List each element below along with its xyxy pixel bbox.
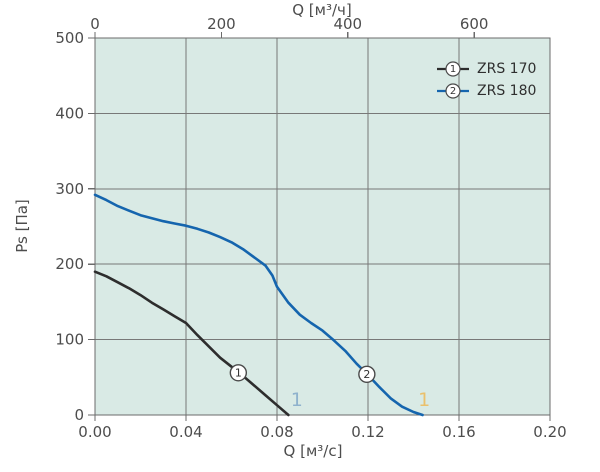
legend-line-marker-2-icon: 2 [437, 83, 469, 99]
x-top-tick-label: 200 [207, 15, 236, 33]
x-bottom-tick-label: 0.20 [533, 423, 566, 441]
x-axis-title-bottom: Q [м³/с] [283, 442, 343, 460]
legend-item-zrs-180: 2 ZRS 180 [436, 83, 536, 99]
curve-number-marker-label: 2 [363, 368, 370, 381]
y-tick-label: 300 [55, 180, 84, 198]
svg-text:2: 2 [450, 86, 456, 97]
curve-zrs-170 [93, 270, 290, 417]
y-tick-label: 100 [55, 331, 84, 349]
x-bottom-tick-label: 0.00 [78, 423, 111, 441]
x-top-tick-label: 0 [90, 15, 100, 33]
x-bottom-tick-label: 0.16 [442, 423, 475, 441]
curve-number-marker-1-icon [229, 364, 248, 382]
curve-number-marker-label: 1 [235, 367, 242, 380]
plot-border [94, 37, 551, 416]
speed-annotation-2: 1 [418, 389, 430, 411]
y-tick-label: 0 [74, 406, 84, 424]
legend-label: ZRS 170 [477, 61, 537, 77]
y-tick-label: 200 [55, 255, 84, 273]
legend-label: ZRS 180 [477, 83, 537, 99]
curve-number-marker-2-icon [358, 365, 376, 383]
x-axis-title-top: Q [м³/ч] [292, 1, 352, 19]
svg-text:1: 1 [450, 64, 456, 75]
x-bottom-tick-label: 0.08 [260, 423, 293, 441]
y-tick-label: 500 [55, 29, 84, 47]
legend-item-zrs-170: 1 ZRS 170 [436, 61, 536, 77]
x-bottom-tick-label: 0.12 [351, 423, 384, 441]
x-top-tick-label: 600 [460, 15, 489, 33]
speed-annotation-1: 1 [291, 389, 303, 411]
y-axis-title: Ps [Па] [13, 199, 31, 253]
legend: 1 ZRS 170 2 ZRS 180 [436, 61, 536, 99]
legend-line-marker-1-icon: 1 [437, 61, 469, 77]
x-bottom-tick-label: 0.04 [169, 423, 202, 441]
y-tick-label: 400 [55, 104, 84, 122]
plot-area [95, 38, 550, 415]
x-top-tick-label: 400 [333, 15, 362, 33]
